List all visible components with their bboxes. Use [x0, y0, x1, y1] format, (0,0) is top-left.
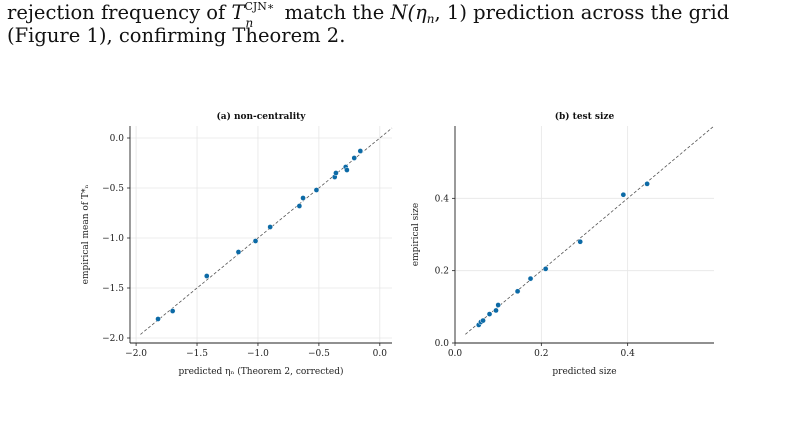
data-point: [351, 155, 358, 161]
x-tick-label: 0.2: [534, 349, 548, 359]
x-tick-label: 0.4: [621, 349, 636, 359]
line1-part-b: match the: [278, 1, 391, 24]
data-point: [486, 311, 493, 317]
data-point: [203, 273, 210, 279]
data-point: [577, 238, 584, 245]
x-tick-label: 0.0: [448, 349, 463, 359]
data-point: [313, 187, 320, 193]
data-point: [155, 316, 161, 322]
data-point: [296, 203, 303, 209]
line1-part-a: rejection frequency of: [7, 1, 232, 24]
panel-a-non-centrality: −2.0 −1.5 −1.0 −0.5 0.0 −2.0 −1.5 −1.0 −0.5 0.0 (a…: [81, 111, 393, 377]
data-point: [527, 275, 534, 282]
y-tick-label: −1.5: [102, 284, 124, 294]
stat-symbol: T: [231, 1, 245, 24]
data-point: [252, 238, 259, 244]
y-tick-label: −0.5: [102, 184, 124, 194]
data-point: [514, 288, 521, 295]
y-tick-label: 0.0: [435, 339, 450, 349]
y-axis-label: empirical size: [411, 203, 421, 266]
reference-diagonal-line: [465, 125, 715, 335]
data-point: [300, 195, 306, 201]
data-point: [480, 317, 486, 324]
stat-subscript: n: [245, 16, 254, 30]
data-point: [493, 307, 499, 314]
body-text-line-1: rejection frequency of T CJN∗ n match the …: [7, 0, 730, 31]
data-point: [235, 249, 242, 255]
dist-subscript: n: [426, 12, 435, 26]
y-tick-label: 0.2: [435, 267, 449, 277]
reference-diagonal-line: [140, 127, 393, 335]
data-point: [169, 308, 176, 314]
x-tick-label: −0.5: [308, 349, 330, 359]
data-point: [333, 170, 339, 176]
data-point: [620, 191, 627, 198]
x-tick-label: −1.5: [186, 349, 208, 359]
dist-expr-end: , 1): [434, 1, 467, 24]
panel-b-test-size: 0.0 0.2 0.4 0.0 0.2 0.4 (b) test size predicted…: [411, 111, 715, 377]
line1-part-c: prediction across the grid: [466, 1, 730, 24]
x-axis-label: predicted ηₙ (Theorem 2, corrected): [179, 366, 344, 377]
data-point: [344, 167, 350, 173]
y-axis-label: empirical mean of T*ₙ: [81, 185, 91, 285]
y-tick-label: −1.0: [102, 234, 124, 244]
y-tick-label: −2.0: [102, 334, 124, 344]
data-point: [267, 224, 273, 230]
body-text-line-2: (Figure 1), confirming Theorem 2.: [7, 24, 346, 47]
panel-title: (a) non-centrality: [216, 111, 306, 122]
panel-title: (b) test size: [555, 111, 615, 122]
stat-scripts: CJN∗ n: [244, 0, 278, 30]
x-axis-label: predicted size: [552, 367, 616, 377]
data-point: [644, 181, 650, 187]
y-tick-label: 0.0: [110, 134, 125, 144]
y-tick-label: 0.4: [435, 194, 450, 204]
x-tick-label: −2.0: [125, 349, 147, 359]
x-tick-label: 0.0: [373, 349, 388, 359]
x-tick-label: −1.0: [247, 349, 269, 359]
data-point: [542, 266, 549, 272]
data-point: [495, 302, 502, 308]
data-point: [357, 148, 364, 154]
dist-expr: N(η: [390, 1, 427, 24]
stat-superscript: CJN∗: [244, 0, 275, 13]
